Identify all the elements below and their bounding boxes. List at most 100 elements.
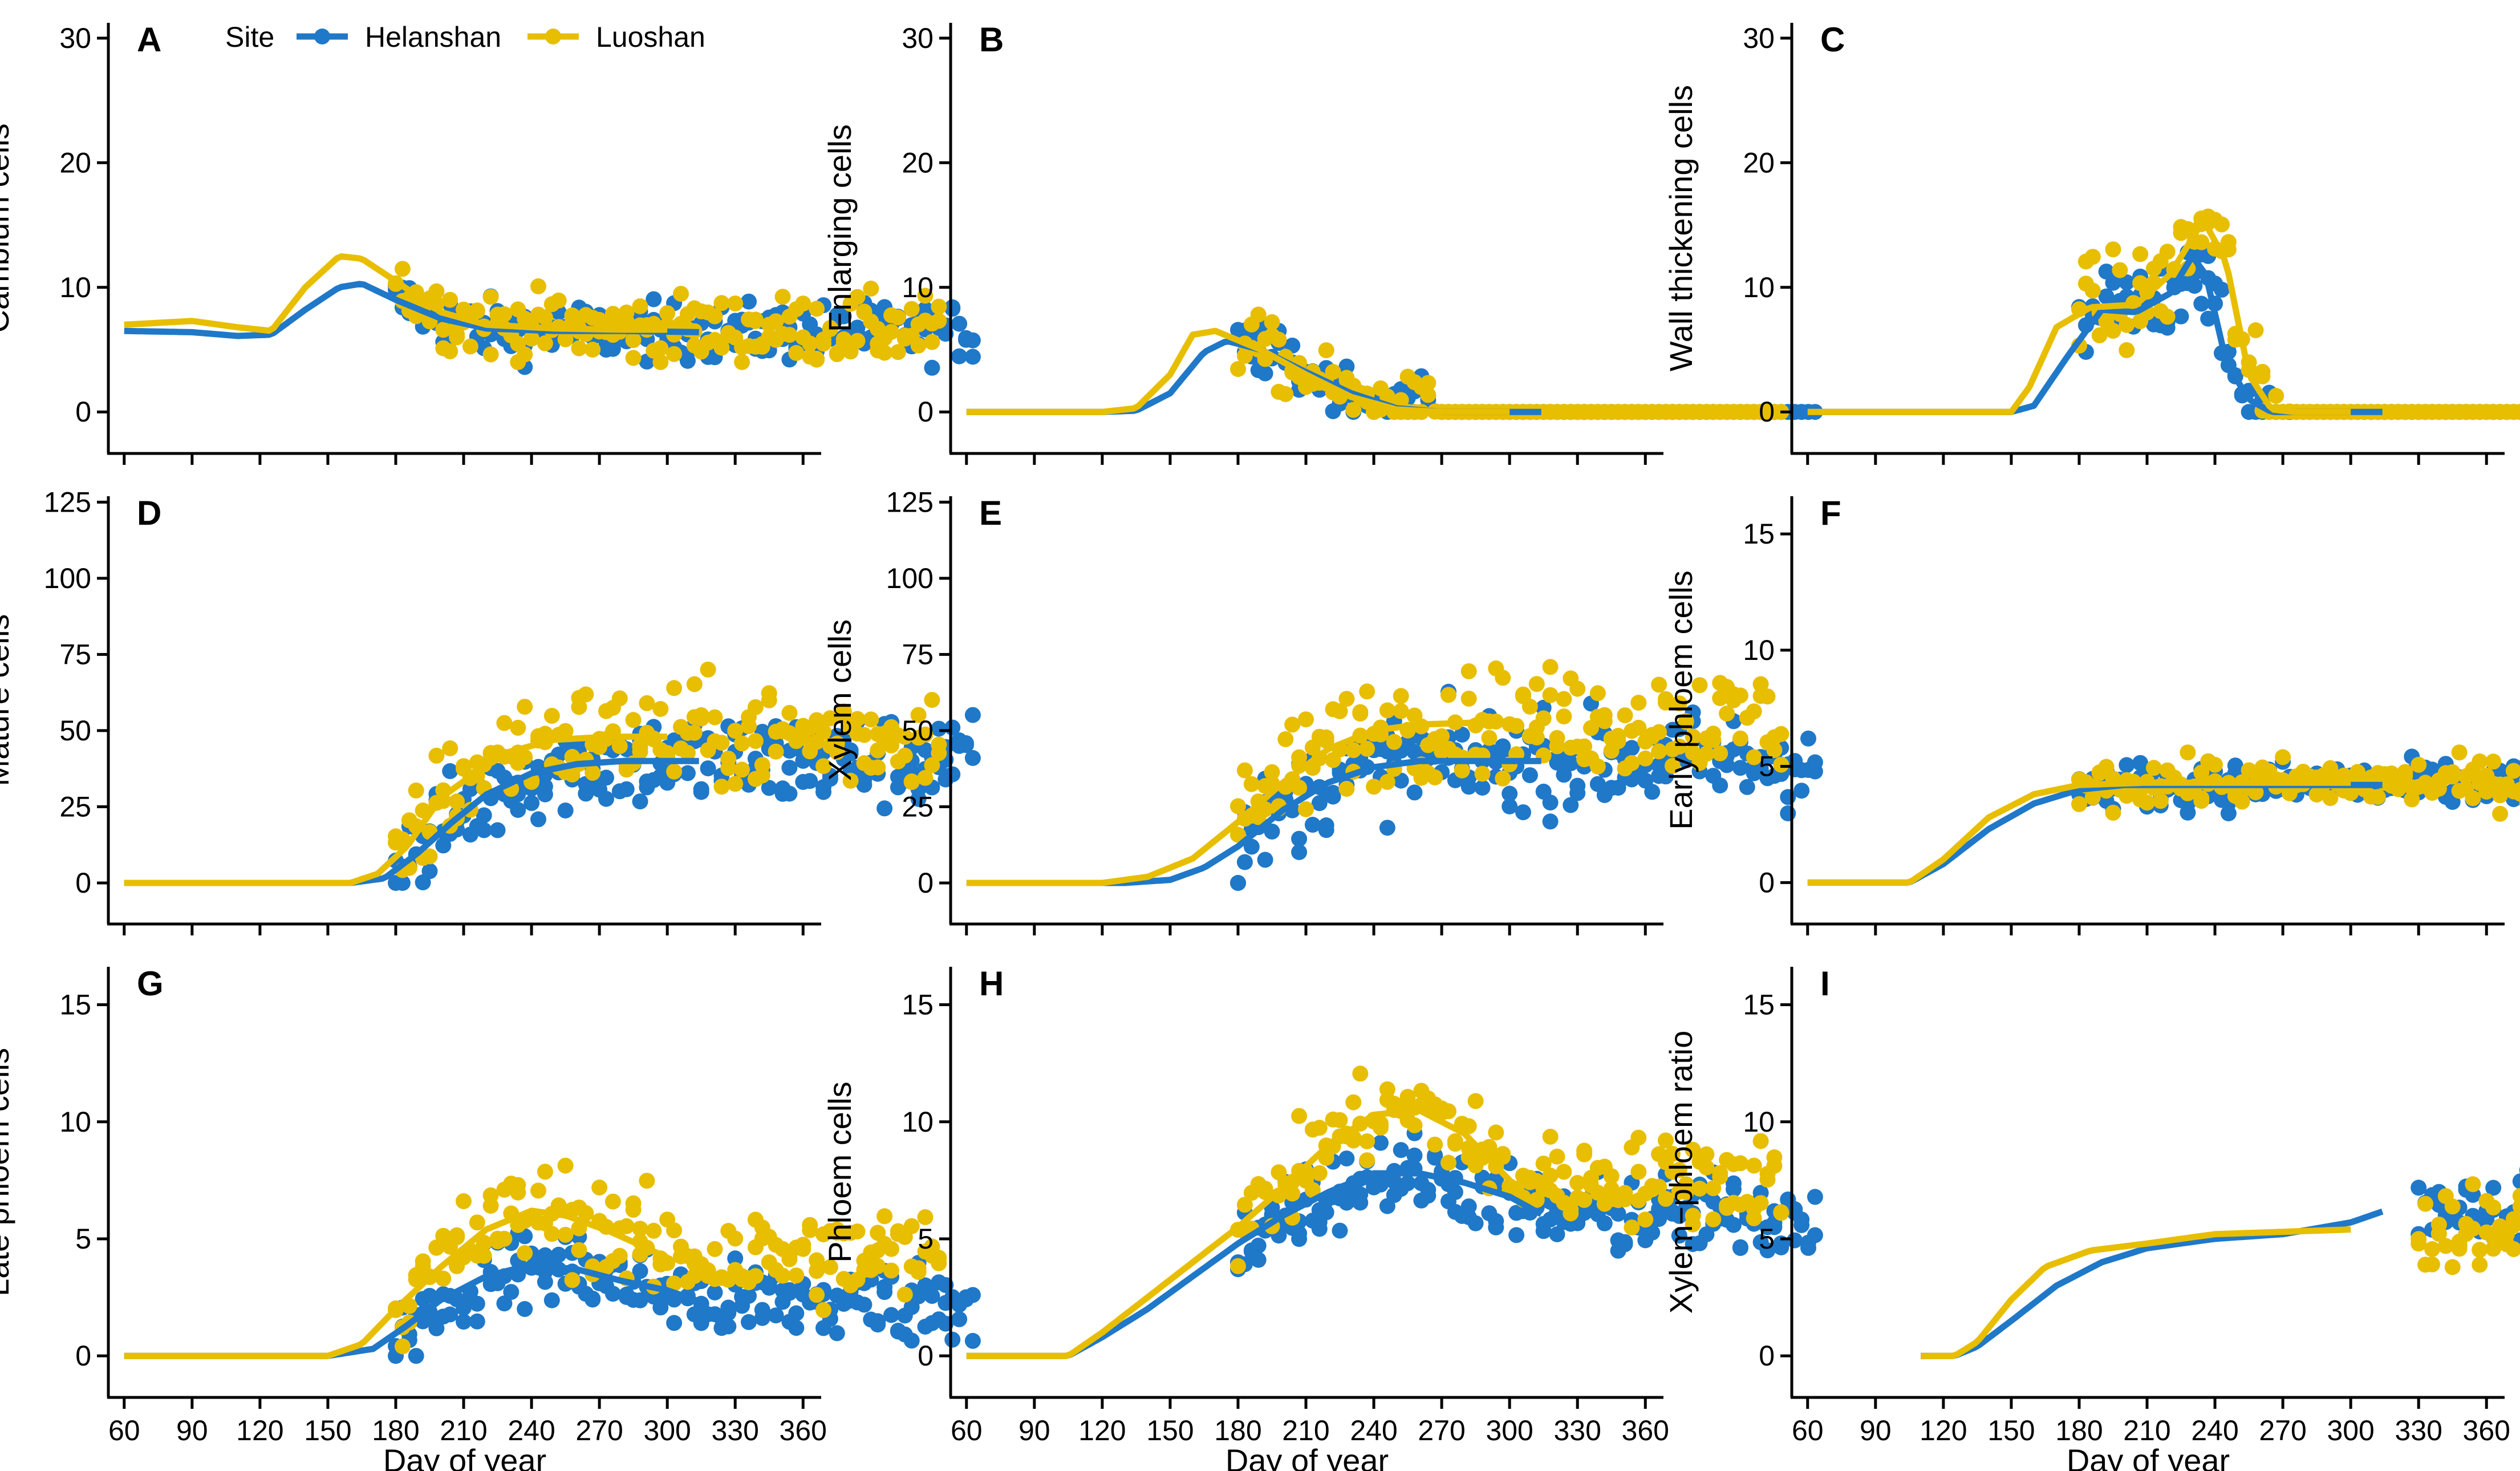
data-point (1427, 1136, 1443, 1153)
data-point (1393, 1142, 1409, 1158)
data-point (1379, 820, 1395, 836)
data-point (1318, 1204, 1334, 1221)
data-point (1535, 1156, 1552, 1172)
data-point (1298, 801, 1314, 817)
data-point (2152, 793, 2169, 809)
data-point (652, 701, 669, 717)
data-point (564, 1272, 581, 1288)
data-point (1521, 698, 1538, 715)
y-tick-label: 25 (902, 791, 934, 822)
data-point (964, 348, 981, 365)
panel-letter: F (1820, 494, 1841, 532)
y-tick-label: 15 (1743, 518, 1775, 550)
data-point (2437, 1238, 2454, 1254)
data-point (747, 699, 764, 715)
data-point (1671, 1227, 1687, 1244)
data-point (707, 308, 723, 325)
data-point (517, 699, 533, 715)
x-tick-label: 240 (2191, 1415, 2238, 1446)
data-point (1236, 854, 1253, 870)
data-point (1542, 813, 1559, 830)
data-point (537, 1274, 553, 1290)
x-tick-label: 360 (1622, 1415, 1669, 1446)
data-point (1467, 1215, 1484, 1231)
data-point (1569, 680, 1586, 697)
data-point (456, 1193, 472, 1209)
data-point (951, 348, 968, 364)
data-point (781, 785, 798, 802)
data-point (883, 1262, 899, 1279)
data-point (2098, 759, 2115, 775)
data-point (428, 283, 445, 299)
data-point (1644, 1224, 1661, 1241)
data-point (489, 822, 506, 838)
data-point (903, 1218, 920, 1234)
data-point (1685, 1141, 1701, 1158)
data-point (1535, 710, 1552, 727)
data-point (1651, 724, 1667, 740)
data-point (2193, 234, 2210, 250)
x-tick-label: 150 (1146, 1415, 1194, 1446)
data-point (2485, 1199, 2502, 1215)
data-point (2322, 790, 2339, 807)
panel-d: 0 25 50 75 100 125 Mature cells D (0, 486, 981, 935)
data-point (1773, 756, 1789, 773)
data-point (1447, 1184, 1463, 1200)
data-point (2451, 744, 2468, 761)
data-point (1230, 361, 1246, 377)
data-point (557, 1226, 574, 1243)
data-point (496, 1230, 513, 1247)
data-point (815, 1302, 831, 1318)
data-point (1678, 714, 1694, 730)
data-point (2234, 793, 2250, 810)
data-point (524, 330, 540, 347)
data-point (1230, 798, 1246, 814)
data-point (1434, 728, 1450, 744)
data-point (524, 795, 540, 811)
data-point (1603, 1168, 1620, 1185)
data-point (2112, 262, 2128, 278)
y-tick-label: 25 (59, 791, 91, 822)
data-point (835, 308, 852, 325)
data-point (1780, 805, 1796, 821)
data-point (924, 757, 940, 773)
legend-label-helanshan: Helanshan (365, 21, 501, 53)
data-point (707, 1241, 723, 1257)
data-point (1596, 1215, 1613, 1231)
data-point (517, 1245, 533, 1261)
data-point (1793, 1211, 1810, 1228)
trend-line-luoshan (1921, 1226, 2351, 1359)
data-point (849, 289, 866, 305)
data-point (1515, 804, 1531, 821)
data-point (1284, 716, 1301, 733)
data-point (1651, 1178, 1667, 1195)
data-point (781, 704, 798, 721)
data-point (1508, 718, 1525, 734)
data-point (1746, 703, 1762, 720)
data-point (394, 875, 411, 891)
panel-a: 0 10 20 30 Cambium cells A (0, 21, 981, 465)
data-point (1420, 1182, 1436, 1198)
data-point (713, 779, 730, 795)
data-point (632, 1221, 648, 1237)
data-point (768, 313, 784, 330)
data-point (666, 1275, 683, 1292)
data-point (795, 295, 811, 312)
data-point (774, 1267, 791, 1284)
data-point (924, 1288, 940, 1304)
data-point (829, 1325, 845, 1342)
data-point (1338, 1194, 1355, 1211)
data-point (1454, 762, 1470, 779)
data-point (768, 1307, 784, 1324)
data-point (1759, 1242, 1776, 1259)
data-point (435, 322, 452, 338)
data-point (1481, 730, 1498, 746)
x-tick-label: 180 (2055, 1415, 2103, 1446)
data-point (1291, 830, 1308, 847)
data-point (910, 1260, 927, 1277)
data-point (2139, 795, 2155, 811)
data-point (1732, 730, 1748, 747)
data-point (1359, 683, 1375, 700)
data-point (809, 351, 825, 367)
data-point (666, 680, 683, 696)
